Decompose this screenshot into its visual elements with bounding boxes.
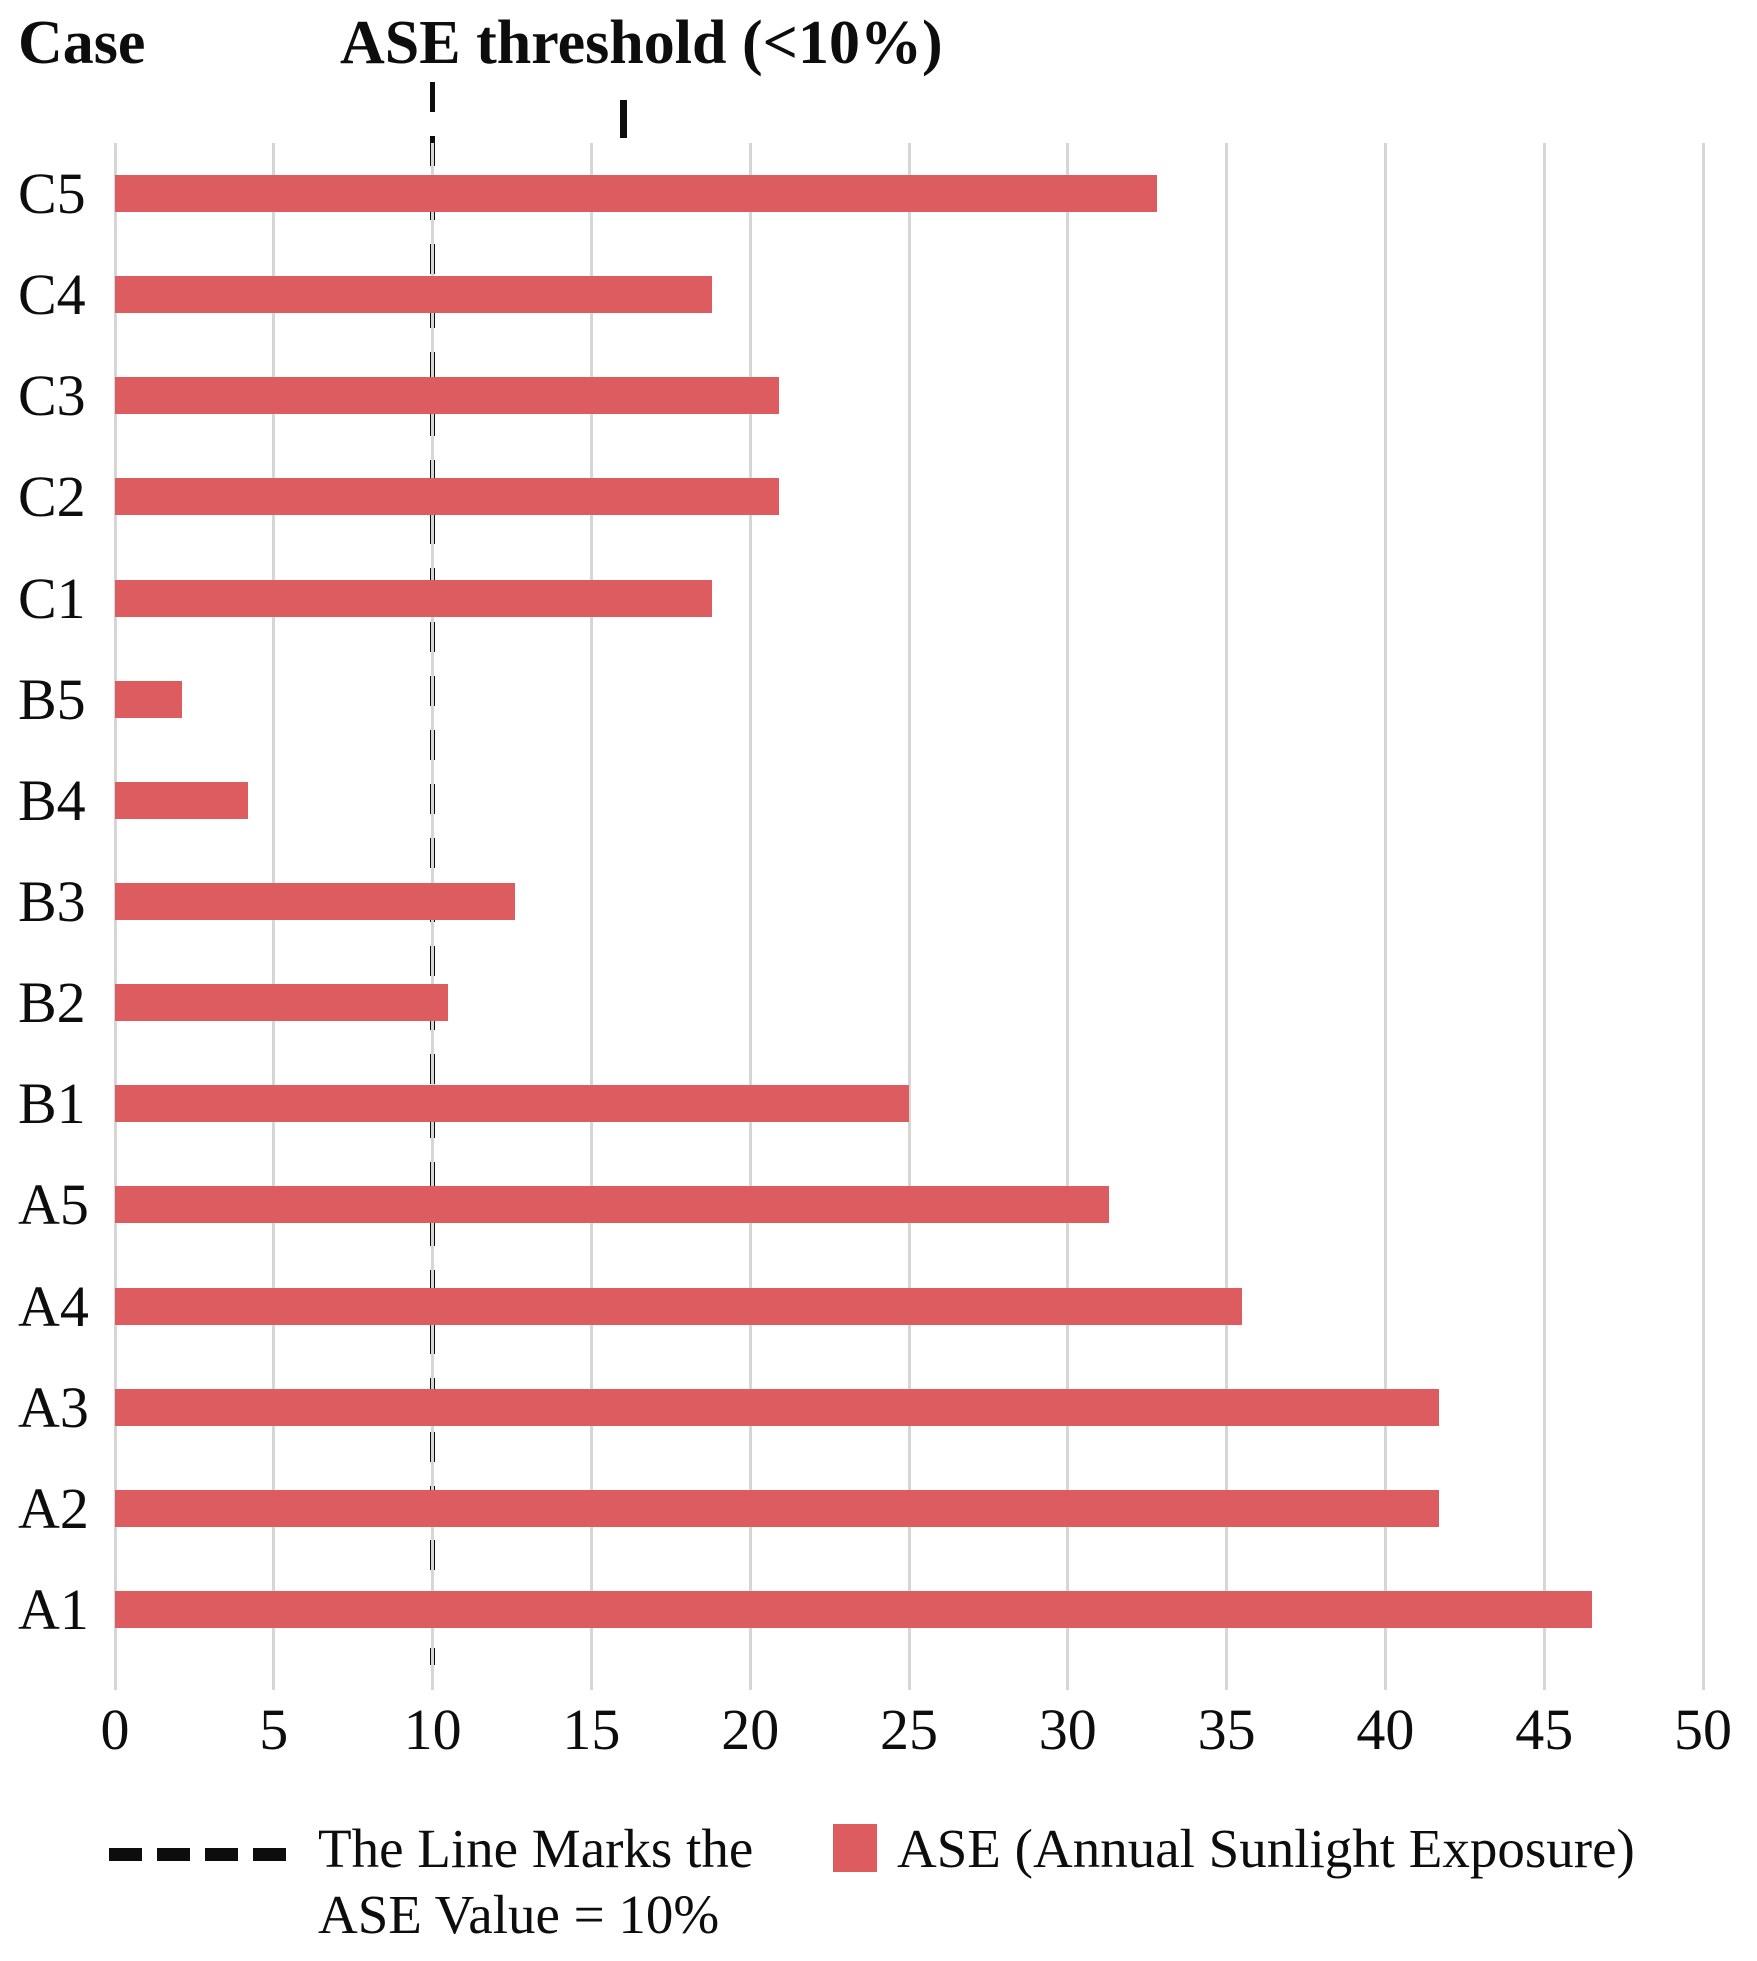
bar-A5 bbox=[115, 1186, 1110, 1224]
bar-B2 bbox=[115, 984, 449, 1022]
y-axis-label-A5: A5 bbox=[18, 1172, 89, 1238]
bar-C3 bbox=[115, 377, 779, 415]
y-axis-label-B2: B2 bbox=[18, 970, 86, 1036]
x-axis-tick-label: 15 bbox=[562, 1697, 621, 1762]
bar-B4 bbox=[115, 781, 249, 819]
gridline-x-50 bbox=[1701, 143, 1705, 1690]
gridline-x-30 bbox=[1066, 143, 1070, 1690]
bar-A4 bbox=[115, 1287, 1243, 1325]
legend-dashed-line-swatch bbox=[109, 1848, 286, 1861]
gridline-x-45 bbox=[1542, 143, 1546, 1690]
y-axis-label-A1: A1 bbox=[18, 1576, 89, 1642]
y-axis-label-C5: C5 bbox=[18, 161, 86, 227]
bar-C2 bbox=[115, 478, 779, 516]
y-axis-label-C2: C2 bbox=[18, 464, 86, 530]
chart-title: ASE threshold (<10%) bbox=[340, 9, 943, 77]
x-axis-tick-label: 40 bbox=[1356, 1697, 1415, 1762]
bar-A1 bbox=[115, 1590, 1592, 1628]
y-axis-label-A2: A2 bbox=[18, 1475, 89, 1541]
legend: The Line Marks the ASE Value = 10% ASE (… bbox=[0, 1810, 1757, 1961]
x-axis-tick-label: 30 bbox=[1038, 1697, 1097, 1762]
gridline-x-15 bbox=[589, 143, 593, 1690]
y-axis-label-A4: A4 bbox=[18, 1273, 89, 1339]
bar-C1 bbox=[115, 579, 713, 617]
x-axis-tick-label: 25 bbox=[880, 1697, 938, 1762]
x-axis-tick-label: 10 bbox=[403, 1697, 462, 1762]
bar-C4 bbox=[115, 276, 713, 314]
gridline-x-20 bbox=[748, 143, 752, 1690]
x-axis-tick-label: 5 bbox=[259, 1697, 289, 1762]
y-axis-label-B4: B4 bbox=[18, 767, 86, 833]
bar-B3 bbox=[115, 883, 516, 920]
stray-tick-mark bbox=[620, 100, 627, 138]
y-axis-label-C4: C4 bbox=[18, 262, 86, 328]
legend-series-color-swatch bbox=[833, 1824, 877, 1872]
legend-threshold-label-line1: The Line Marks the bbox=[318, 1818, 754, 1879]
x-axis-tick-label: 20 bbox=[721, 1697, 780, 1762]
x-axis-tick-label: 45 bbox=[1515, 1697, 1574, 1762]
y-axis-label-B5: B5 bbox=[18, 666, 86, 732]
y-axis-label-B1: B1 bbox=[18, 1071, 86, 1137]
legend-threshold-label: The Line Marks the ASE Value = 10% bbox=[318, 1816, 753, 1948]
x-axis-tick-label: 50 bbox=[1674, 1697, 1732, 1762]
plot-area: 0 5 10 15 20 25 30 35 40 45 50 C5 C4 C3 C2 C1 B5 B4 B3 B2 B1… bbox=[18, 82, 1732, 1762]
bar-B5 bbox=[115, 680, 182, 718]
gridline-x-40 bbox=[1383, 143, 1387, 1690]
x-axis-tick-label: 0 bbox=[100, 1697, 130, 1762]
y-axis-label-B3: B3 bbox=[18, 868, 86, 934]
y-axis-label-C1: C1 bbox=[18, 565, 86, 631]
x-axis-tick-label: 35 bbox=[1197, 1697, 1256, 1762]
y-axis-title: Case bbox=[18, 9, 146, 77]
bar-A2 bbox=[115, 1489, 1440, 1527]
y-axis-label-A3: A3 bbox=[18, 1374, 89, 1440]
legend-series-label: ASE (Annual Sunlight Exposure) bbox=[897, 1818, 1635, 1879]
y-axis-label-C3: C3 bbox=[18, 363, 86, 429]
gridline-x-35 bbox=[1225, 143, 1229, 1690]
bar-C5 bbox=[115, 175, 1157, 213]
bar-B1 bbox=[115, 1085, 909, 1123]
legend-threshold-label-line2: ASE Value = 10% bbox=[318, 1884, 720, 1945]
bar-A3 bbox=[115, 1388, 1440, 1426]
gridline-x-25 bbox=[907, 143, 911, 1690]
